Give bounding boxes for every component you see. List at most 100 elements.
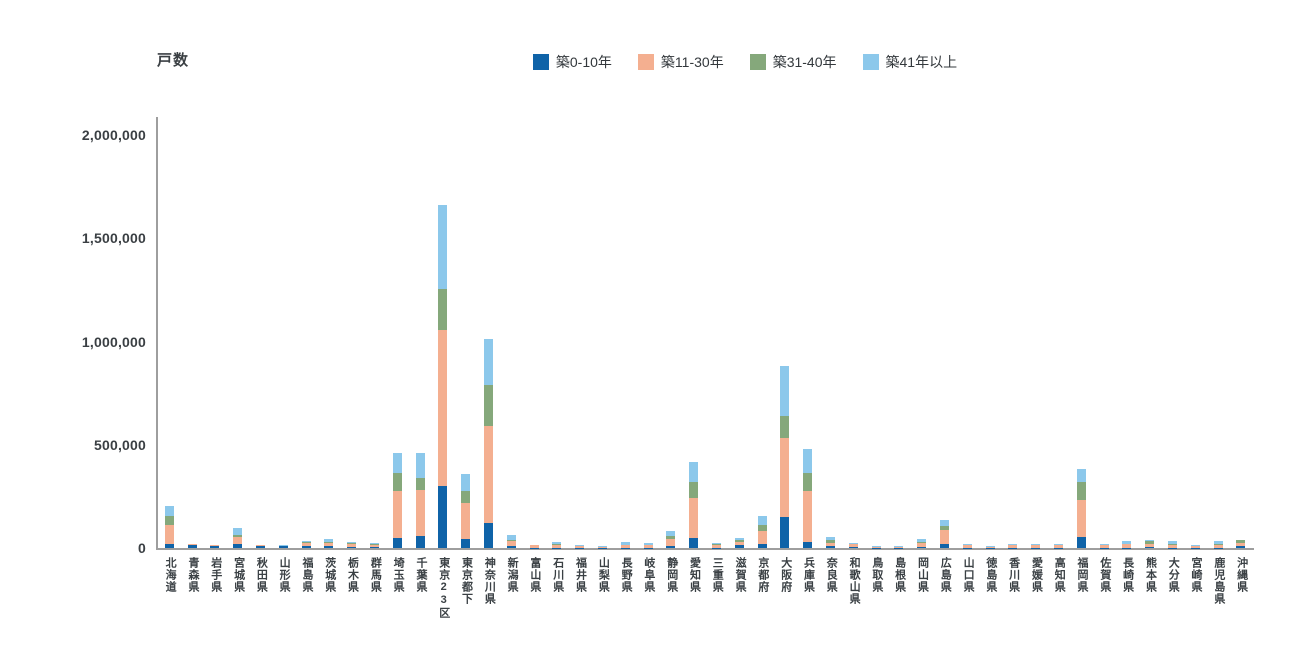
bar-2[interactable] (210, 544, 220, 548)
x-label-17: 石川県 (546, 557, 569, 619)
x-label-text: 高知県 (1053, 557, 1066, 593)
bar-26[interactable] (757, 516, 767, 548)
x-label-47: 沖縄県 (1229, 557, 1252, 619)
legend-item-3[interactable]: 築41年以上 (862, 52, 957, 72)
x-label-23: 愛知県 (682, 557, 705, 619)
bar-39[interactable] (1053, 544, 1063, 548)
bar-segment-34-series-2 (939, 525, 949, 531)
bar-segment-16-series-1 (529, 545, 539, 548)
bar-5[interactable] (278, 545, 288, 548)
bar-20[interactable] (620, 542, 630, 548)
x-label-1: 青森県 (181, 557, 204, 619)
bar-segment-46-series-3 (1213, 540, 1223, 545)
bar-segment-23-series-2 (689, 481, 699, 499)
bar-segment-31-series-1 (871, 546, 881, 548)
bar-segment-9-series-0 (370, 546, 380, 548)
bar-36[interactable] (985, 546, 995, 548)
bar-46[interactable] (1213, 540, 1223, 548)
bar-segment-44-series-3 (1167, 541, 1177, 545)
bar-slot-9 (363, 135, 386, 548)
bar-segment-11-series-0 (415, 536, 425, 548)
bar-29[interactable] (826, 536, 835, 548)
x-label-15: 新潟県 (500, 557, 523, 619)
bar-4[interactable] (256, 545, 266, 548)
bar-16[interactable] (529, 544, 539, 548)
bar-41[interactable] (1099, 544, 1109, 548)
bar-segment-15-series-2 (506, 539, 516, 541)
bar-11[interactable] (415, 453, 425, 548)
bar-14[interactable] (484, 339, 494, 548)
x-label-8: 栃木県 (340, 557, 363, 619)
legend-item-0[interactable]: 築0-10年 (532, 52, 612, 72)
bar-segment-33-series-2 (917, 542, 927, 544)
bar-33[interactable] (917, 538, 927, 548)
bar-segment-25-series-2 (734, 539, 744, 543)
y-tick-label-2: 1,000,000 (81, 333, 146, 350)
x-label-30: 和歌山県 (842, 557, 865, 619)
legend-item-1[interactable]: 築11-30年 (637, 52, 724, 72)
y-tick-label-0: 0 (138, 540, 146, 556)
bar-segment-5-series-0 (278, 546, 288, 548)
bar-segment-3-series-2 (233, 534, 243, 538)
bar-segment-26-series-2 (757, 524, 767, 532)
x-label-text: 兵庫県 (802, 557, 815, 593)
bar-22[interactable] (666, 531, 676, 548)
bar-slot-15 (500, 135, 523, 548)
bar-40[interactable] (1076, 469, 1086, 548)
bar-25[interactable] (734, 538, 744, 548)
bar-18[interactable] (575, 545, 585, 548)
bar-38[interactable] (1031, 544, 1041, 548)
bar-24[interactable] (712, 543, 722, 548)
bar-segment-5-series-1 (278, 545, 288, 547)
bar-32[interactable] (894, 545, 904, 548)
x-label-26: 京都府 (751, 557, 774, 619)
bar-3[interactable] (233, 528, 243, 548)
bar-12[interactable] (438, 205, 448, 548)
x-label-text: 京都府 (756, 557, 769, 593)
bar-segment-14-series-2 (484, 384, 494, 426)
bar-31[interactable] (871, 545, 881, 548)
bar-6[interactable] (301, 541, 311, 548)
bar-15[interactable] (506, 534, 516, 548)
bar-19[interactable] (598, 545, 608, 548)
bar-43[interactable] (1145, 539, 1155, 548)
bar-8[interactable] (347, 542, 357, 548)
bar-7[interactable] (324, 538, 334, 548)
bar-42[interactable] (1122, 541, 1132, 548)
bar-segment-46-series-1 (1213, 544, 1223, 548)
bar-35[interactable] (962, 544, 972, 548)
x-label-16: 富山県 (523, 557, 546, 619)
bar-segment-33-series-1 (917, 543, 927, 548)
x-label-text: 滋賀県 (734, 557, 747, 593)
bar-27[interactable] (780, 365, 790, 548)
x-label-37: 香川県 (1001, 557, 1024, 619)
x-label-text: 鳥取県 (870, 557, 883, 593)
bar-segment-10-series-0 (392, 538, 402, 548)
bar-segment-45-series-3 (1190, 545, 1200, 547)
bar-44[interactable] (1167, 541, 1177, 548)
x-label-text: 静岡県 (665, 557, 678, 593)
bar-30[interactable] (848, 542, 858, 548)
x-label-text: 長崎県 (1121, 557, 1134, 593)
legend-item-2[interactable]: 築31-40年 (749, 52, 837, 72)
bar-34[interactable] (939, 520, 949, 548)
bar-47[interactable] (1236, 539, 1246, 548)
bar-9[interactable] (370, 543, 380, 548)
bar-segment-13-series-2 (461, 491, 471, 503)
bar-1[interactable] (187, 543, 197, 548)
bar-0[interactable] (164, 505, 174, 548)
bar-10[interactable] (392, 453, 402, 548)
bar-45[interactable] (1190, 545, 1200, 548)
bar-segment-24-series-1 (712, 545, 722, 548)
x-label-35: 山口県 (956, 557, 979, 619)
bar-13[interactable] (461, 473, 471, 548)
bar-37[interactable] (1008, 544, 1018, 548)
bar-21[interactable] (643, 543, 653, 548)
bar-23[interactable] (689, 462, 699, 548)
bar-17[interactable] (552, 542, 562, 548)
x-label-text: 福井県 (574, 557, 587, 593)
bar-segment-27-series-2 (780, 415, 790, 439)
bar-segment-3-series-3 (233, 528, 243, 535)
bar-28[interactable] (803, 448, 813, 548)
x-label-44: 大分県 (1161, 557, 1184, 619)
